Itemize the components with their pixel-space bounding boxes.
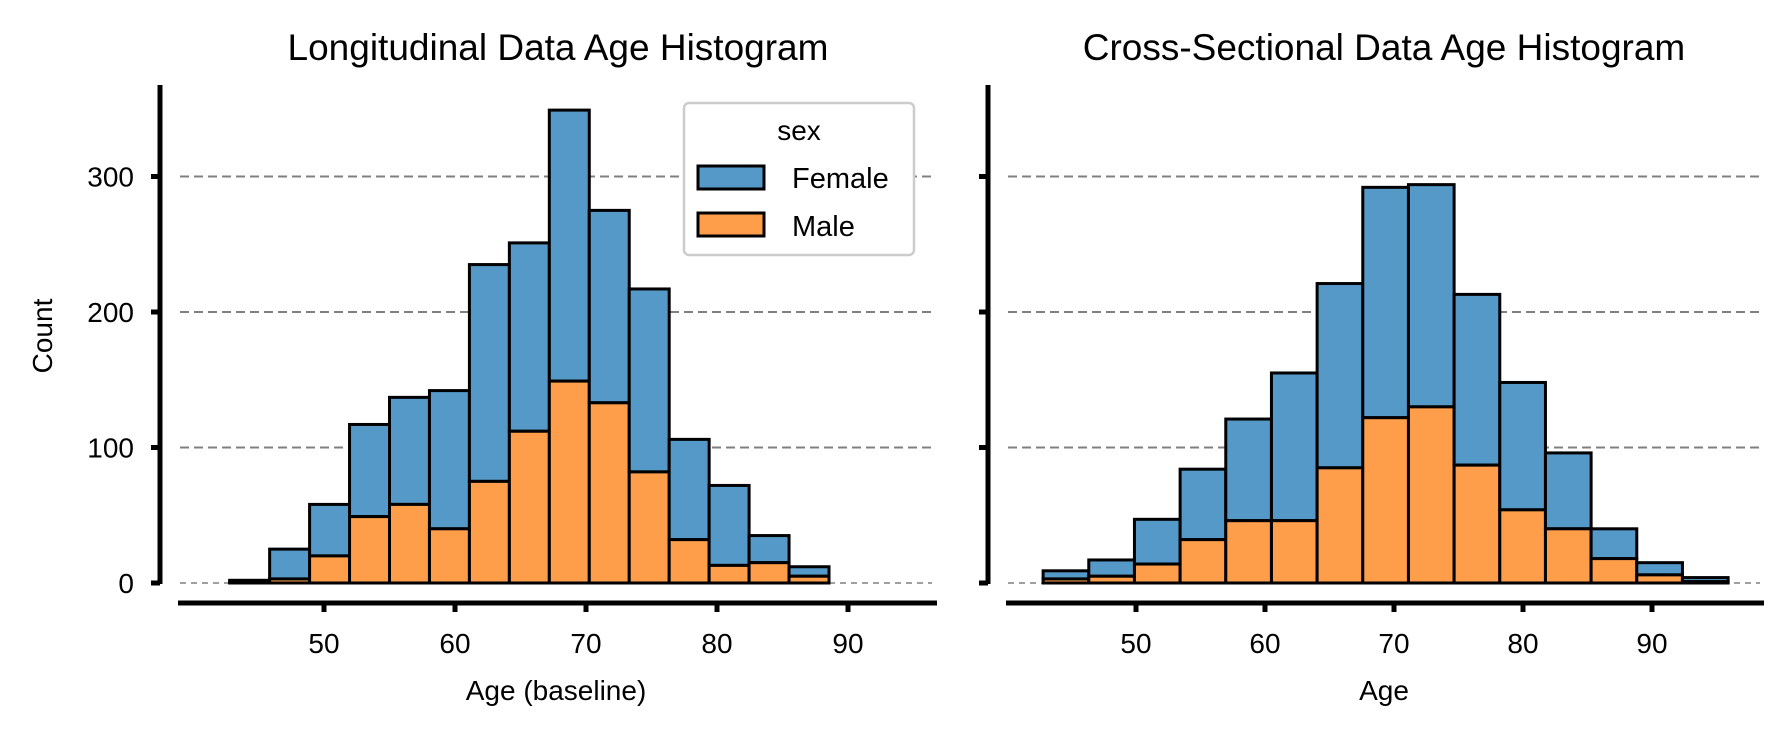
bar-female — [1361, 185, 1410, 420]
bar-female — [1269, 371, 1319, 523]
bar-female — [507, 241, 551, 433]
bar-male — [1589, 557, 1639, 585]
x-ticks: 50 60 70 80 90 — [308, 603, 864, 659]
bar-female — [1132, 517, 1182, 566]
legend-title: sex — [777, 115, 821, 146]
bar-female — [1498, 380, 1547, 512]
bar-male — [787, 574, 831, 585]
y-tick-label: 300 — [87, 162, 134, 193]
bar-male — [1315, 466, 1365, 585]
bar-male — [507, 429, 551, 585]
bar-male — [1498, 508, 1547, 585]
y-ticks — [979, 174, 988, 586]
x-tick-label: 80 — [1507, 628, 1538, 659]
bar-female — [427, 389, 471, 531]
bar-female — [747, 534, 791, 565]
y-tick-label: 0 — [118, 568, 134, 599]
bar-male — [1452, 463, 1502, 585]
bar-female — [1224, 417, 1273, 523]
x-axis-label: Age — [1359, 675, 1409, 706]
bar-female — [268, 547, 312, 581]
bar-female — [1635, 561, 1684, 577]
bar-male — [1543, 527, 1593, 585]
bar-male — [308, 554, 352, 585]
y-tick-label: 100 — [87, 433, 134, 464]
bar-female — [707, 483, 751, 567]
bar-male — [268, 577, 312, 585]
y-axis-label: Count — [27, 298, 58, 373]
x-axis-label: Age (baseline) — [466, 675, 647, 706]
bar-female — [587, 208, 631, 405]
legend: sex Female Male — [682, 101, 916, 257]
x-tick-label: 50 — [308, 628, 339, 659]
bar-female — [388, 395, 431, 506]
x-ticks: 50 60 70 80 90 — [1120, 603, 1668, 659]
bar-male — [1178, 538, 1228, 585]
bar-female — [1406, 183, 1456, 409]
bar-male — [348, 515, 392, 585]
x-tick-label: 90 — [832, 628, 863, 659]
bar-female — [308, 502, 352, 558]
longitudinal-panel: Longitudinal Data Age Histogram Count Ag… — [27, 27, 937, 706]
bar-male — [747, 561, 791, 585]
bar-male — [707, 563, 751, 585]
bar-female — [667, 437, 711, 542]
bar-female — [348, 422, 392, 519]
chart-title: Longitudinal Data Age Histogram — [288, 27, 829, 68]
x-tick-label: 90 — [1636, 628, 1667, 659]
x-tick-label: 60 — [439, 628, 470, 659]
legend-swatch-female — [696, 164, 766, 191]
bars — [1041, 183, 1730, 585]
bar-female — [1315, 282, 1365, 470]
bar-male — [587, 401, 631, 585]
x-tick-label: 80 — [701, 628, 732, 659]
bar-male — [547, 379, 591, 585]
bar-male — [1680, 580, 1730, 585]
bar-male — [1132, 562, 1182, 585]
bar-male — [1041, 577, 1091, 585]
bar-male — [1635, 573, 1684, 585]
bar-male — [467, 479, 511, 585]
bar-male — [1361, 416, 1410, 585]
x-tick-label: 60 — [1249, 628, 1280, 659]
bar-male — [1406, 405, 1456, 585]
bar-male — [388, 502, 431, 585]
x-tick-label: 70 — [570, 628, 601, 659]
bar-male — [1269, 519, 1319, 585]
bar-female — [1452, 292, 1502, 467]
bar-female — [1543, 451, 1593, 531]
legend-label-female: Female — [792, 163, 889, 195]
bar-male — [1224, 519, 1273, 585]
y-ticks: 0 100 200 300 — [87, 162, 160, 599]
bar-male — [228, 580, 272, 585]
x-tick-label: 70 — [1378, 628, 1409, 659]
bar-male — [427, 527, 471, 585]
bar-female — [627, 287, 671, 474]
bar-female — [467, 263, 511, 483]
cross-sectional-panel: Cross-Sectional Data Age Histogram Age 5… — [979, 27, 1764, 706]
bars — [228, 108, 831, 585]
legend-swatch-male — [696, 211, 766, 238]
bar-male — [1087, 574, 1136, 585]
chart-title: Cross-Sectional Data Age Histogram — [1083, 27, 1686, 68]
bar-male — [667, 538, 711, 585]
x-tick-label: 50 — [1120, 628, 1151, 659]
bar-female — [547, 108, 591, 383]
bar-female — [1178, 467, 1228, 542]
bar-female — [1589, 527, 1639, 561]
bar-male — [627, 470, 671, 585]
y-tick-label: 200 — [87, 297, 134, 328]
bar-female — [1087, 558, 1136, 578]
legend-label-male: Male — [792, 211, 855, 243]
